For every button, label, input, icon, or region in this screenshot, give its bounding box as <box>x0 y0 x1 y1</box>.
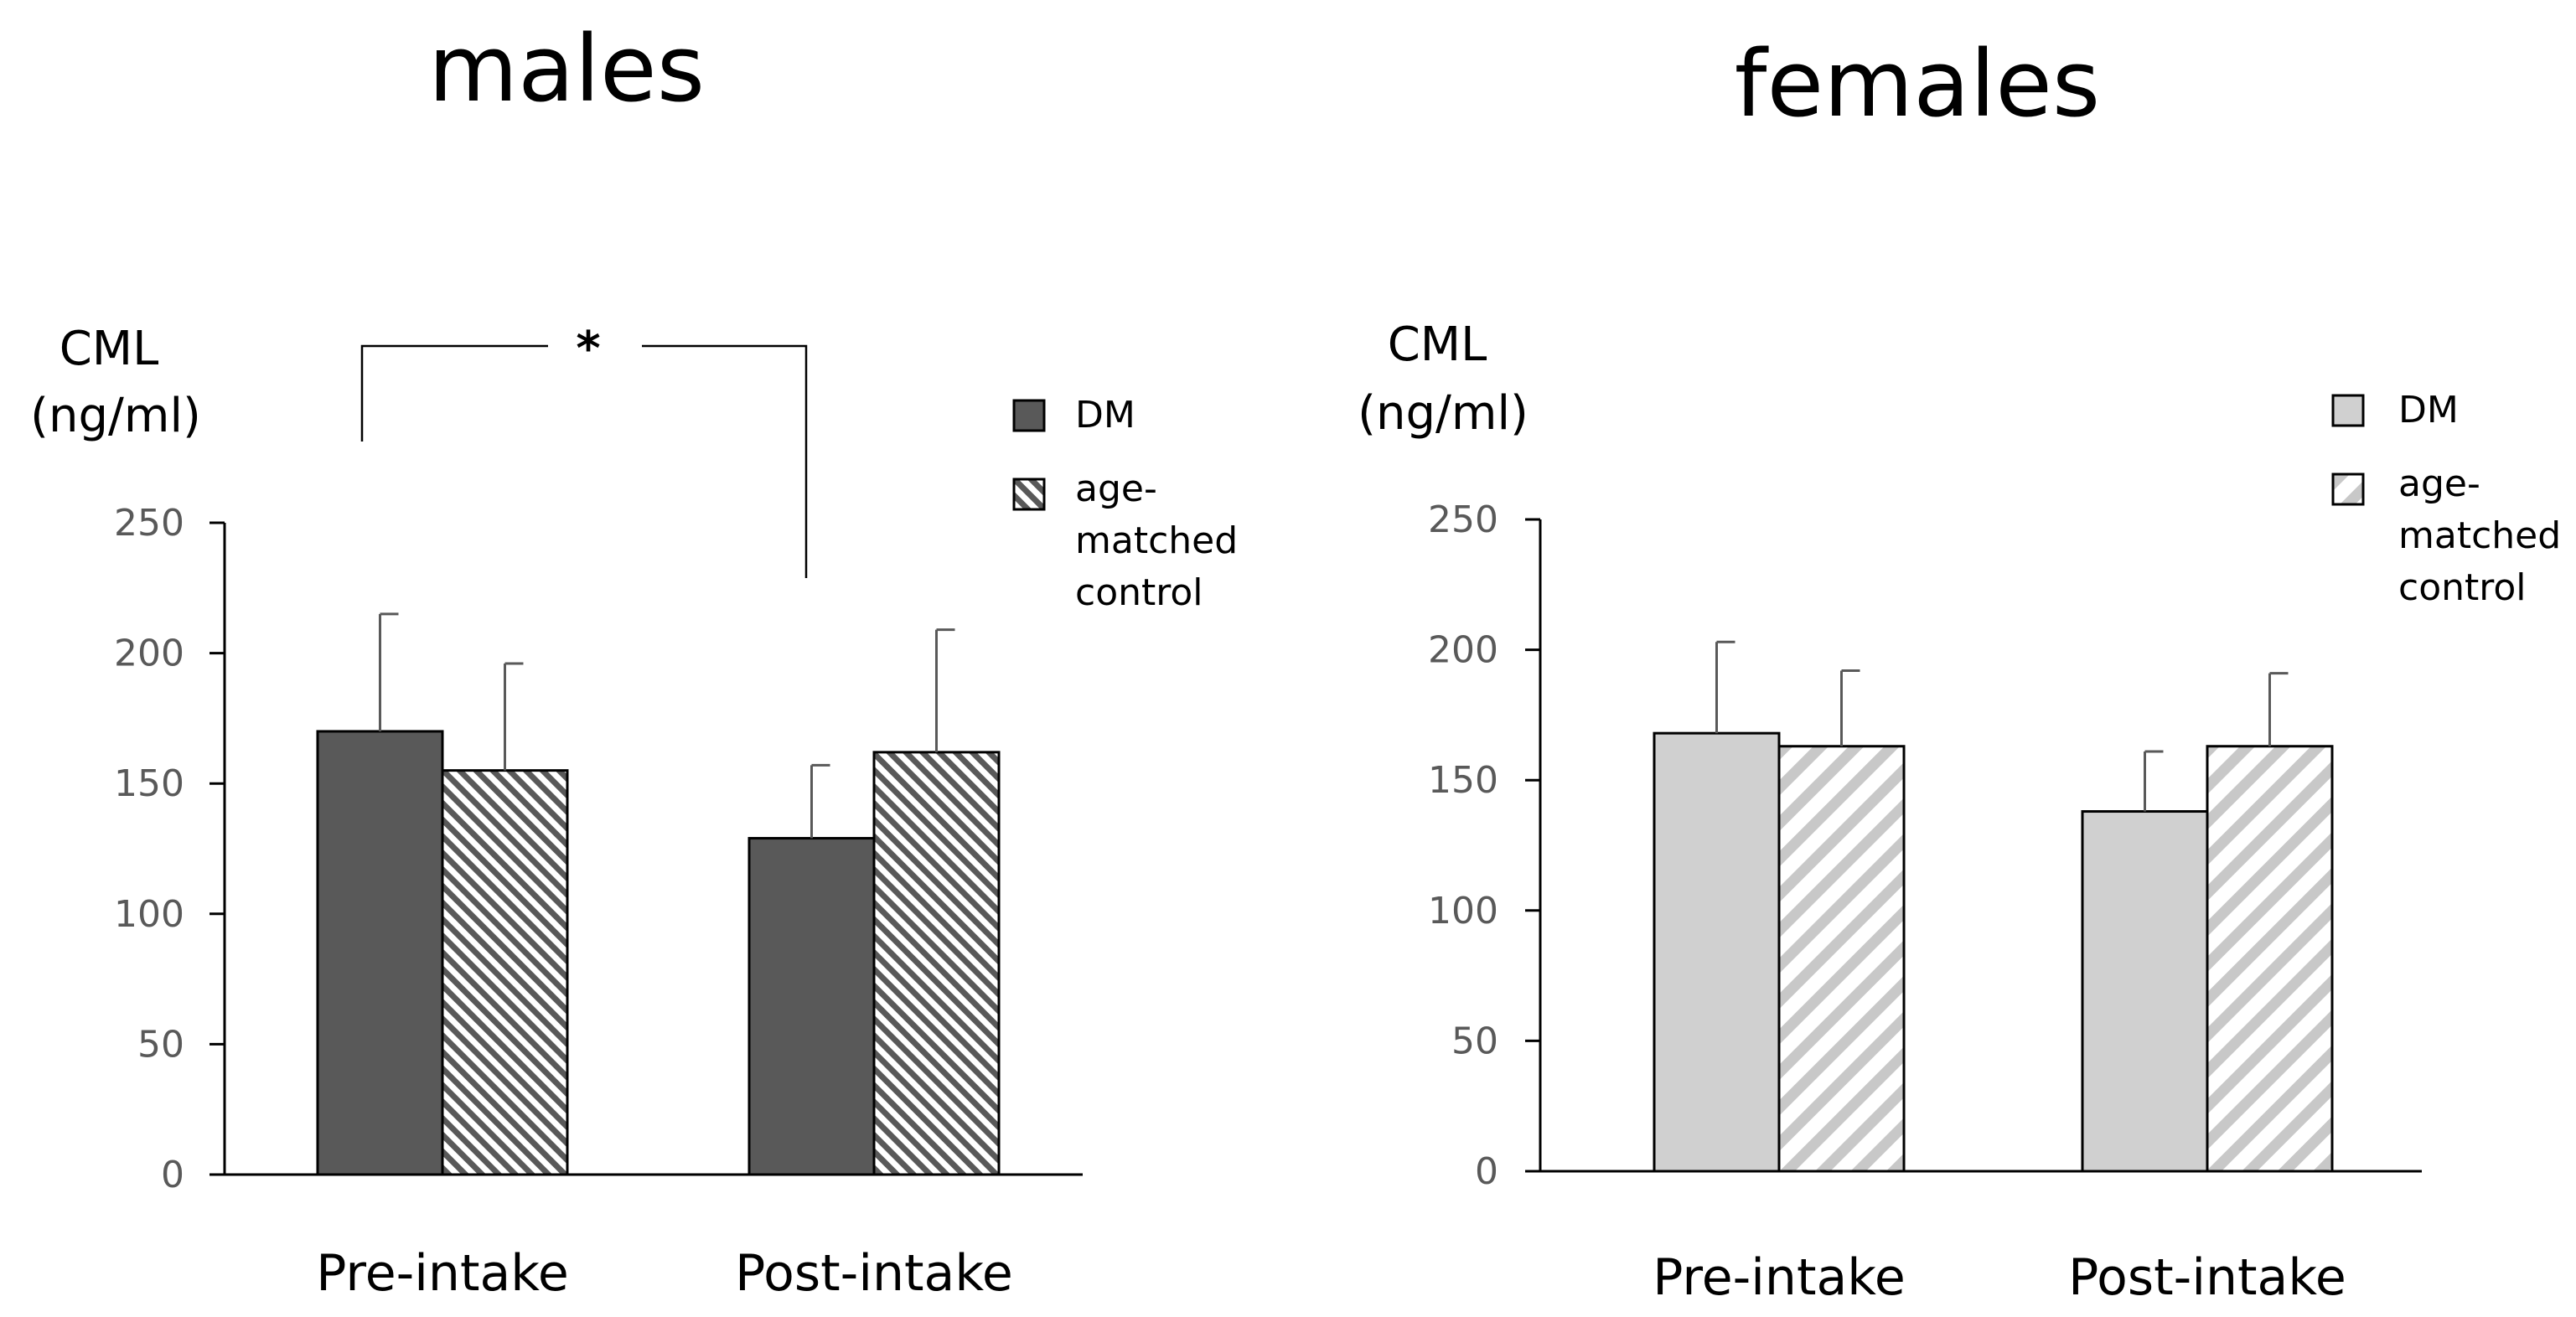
legend-label-dm: DM <box>1075 394 1135 436</box>
category-labels: Pre-intake Post-intake <box>1653 1248 2346 1307</box>
legend-swatch-control <box>1012 478 1046 511</box>
bracket-line-right <box>642 344 808 578</box>
y-tick-label: 100 <box>114 893 184 936</box>
panel-title: females <box>1735 30 2101 137</box>
bars <box>316 612 1001 1176</box>
y-tick-label: 200 <box>1428 629 1498 672</box>
x-category-label: Post-intake <box>735 1244 1013 1303</box>
legend: DM age- matched control <box>1012 394 1238 614</box>
y-axis-label-line1: CML <box>1388 318 1487 372</box>
y-tick-label: 150 <box>1428 759 1498 802</box>
bracket-line-left <box>360 344 548 442</box>
legend-label-control-line1: age- <box>1075 467 1157 510</box>
legend-swatch-dm <box>1012 399 1046 432</box>
panel-title: males <box>428 15 705 122</box>
y-tick-label: 250 <box>114 502 184 545</box>
y-tick-label: 50 <box>1451 1020 1498 1062</box>
y-tick-label: 0 <box>161 1154 184 1196</box>
bar <box>316 730 444 1176</box>
bar <box>441 769 569 1176</box>
legend-label-control-line2: matched <box>1075 519 1238 562</box>
category-labels: Pre-intake Post-intake <box>316 1244 1013 1303</box>
y-tick-label: 50 <box>137 1023 184 1066</box>
significance-bracket: * <box>360 322 808 578</box>
x-category-label: Pre-intake <box>1653 1248 1906 1307</box>
legend-label-control-line1: age- <box>2398 462 2480 505</box>
y-tick-label: 0 <box>1475 1150 1498 1193</box>
bar <box>2081 810 2209 1173</box>
bar <box>872 751 1001 1176</box>
y-tick-label: 200 <box>114 633 184 675</box>
legend: DM age- matched control <box>2331 389 2561 609</box>
legend-label-control-line3: control <box>2398 566 2527 609</box>
significance-star: * <box>576 322 600 376</box>
legend-swatch-control <box>2331 473 2365 506</box>
y-axis-label-line1: CML <box>59 322 159 376</box>
legend-label-dm: DM <box>2398 389 2459 431</box>
y-ticks: 0 50 100 150 200 250 <box>1428 498 1540 1193</box>
y-axis-label-line2: (ng/ml) <box>30 389 201 443</box>
bar <box>747 837 876 1176</box>
legend-label-control-line2: matched <box>2398 514 2561 557</box>
y-tick-label: 150 <box>114 762 184 805</box>
x-category-label: Post-intake <box>2068 1248 2346 1307</box>
legend-label-control-line3: control <box>1075 571 1203 614</box>
females-panel: females CML (ng/ml) 0 50 100 150 200 250 Pre-… <box>1358 30 2561 1307</box>
y-tick-label: 100 <box>1428 890 1498 932</box>
y-axis-label-line2: (ng/ml) <box>1358 386 1529 441</box>
x-category-label: Pre-intake <box>316 1244 569 1303</box>
bar <box>1653 731 1781 1173</box>
males-panel: males CML (ng/ml) 0 50 100 150 200 250 Pre-in… <box>30 15 1238 1303</box>
bar <box>1777 745 1906 1173</box>
y-ticks: 0 50 100 150 200 250 <box>114 502 225 1196</box>
y-tick-label: 250 <box>1428 498 1498 541</box>
bar <box>2206 745 2334 1173</box>
legend-swatch-dm <box>2331 394 2365 427</box>
bars <box>1653 640 2334 1173</box>
